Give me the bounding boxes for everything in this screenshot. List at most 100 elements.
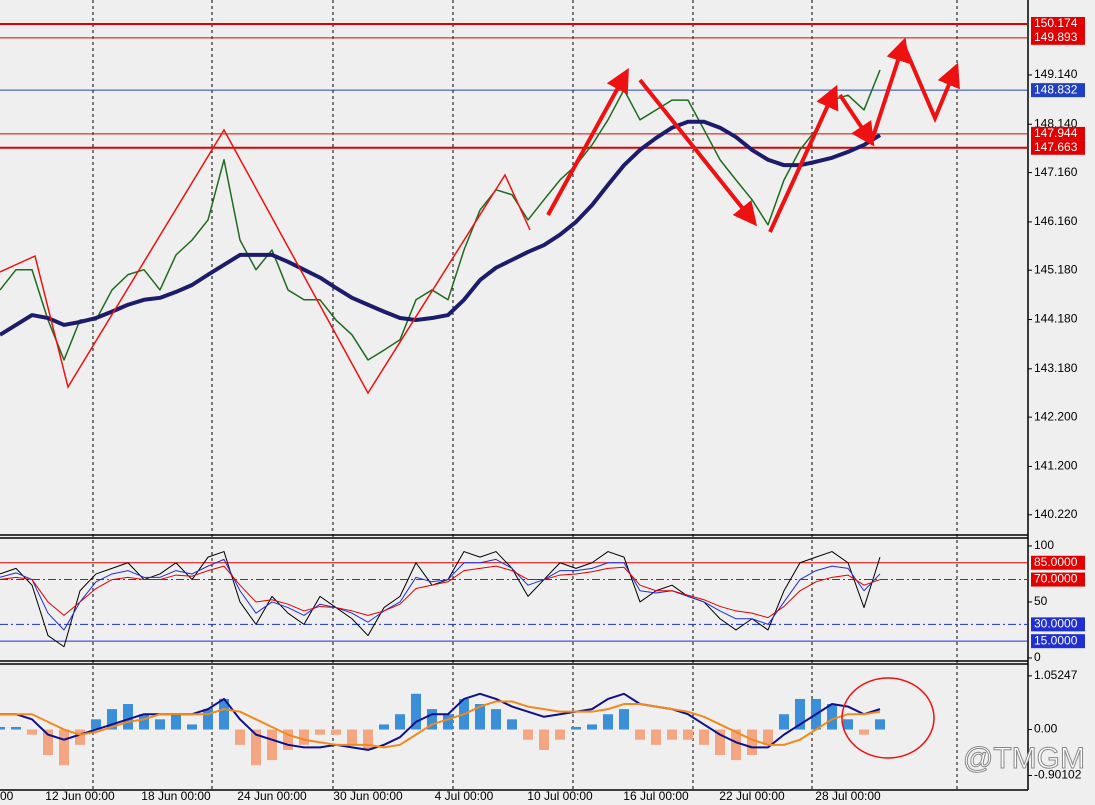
- histogram-bar: [411, 693, 421, 730]
- x-tick-label: 24 Jun 00:00: [237, 789, 307, 803]
- arrow: [546, 67, 629, 216]
- histogram-bar: [11, 726, 21, 730]
- series-line: [0, 558, 881, 631]
- histogram-bar: [283, 729, 293, 750]
- arrow: [903, 47, 960, 124]
- arrow: [870, 37, 910, 141]
- histogram-bar: [395, 714, 405, 730]
- histogram-bar: [347, 729, 357, 745]
- histogram-bar: [139, 714, 149, 730]
- series-line: [0, 551, 881, 648]
- y-tick-label: 147.160: [1034, 165, 1078, 179]
- histogram-bar: [539, 729, 549, 750]
- arrow: [838, 93, 875, 147]
- y-tick-label: 0: [1034, 650, 1041, 664]
- histogram-bar: [763, 729, 773, 745]
- level-label: 70.0000: [1034, 572, 1078, 586]
- histogram-bar: [827, 704, 837, 730]
- level-label-box: [1031, 555, 1085, 570]
- histogram-bar: [667, 729, 677, 740]
- x-tick-label: 28 Jul 00:00: [815, 789, 881, 803]
- histogram-bar: [267, 729, 277, 761]
- y-tick-label: 142.200: [1034, 409, 1078, 423]
- histogram-bar: [27, 729, 37, 735]
- histogram-bar: [587, 724, 597, 730]
- histogram-bar: [683, 729, 693, 740]
- y-tick-label: 145.180: [1034, 262, 1078, 276]
- histogram-bar: [187, 724, 197, 730]
- histogram-bar: [747, 729, 757, 756]
- histogram-bar: [779, 714, 789, 730]
- histogram-bar: [571, 726, 581, 730]
- histogram-bar: [203, 709, 213, 730]
- arrow: [638, 78, 757, 227]
- level-label: 147.663: [1034, 140, 1078, 154]
- arrow: [768, 84, 839, 233]
- y-tick-label: 141.200: [1034, 459, 1078, 473]
- histogram-bar: [91, 719, 101, 730]
- series-line: [0, 69, 881, 361]
- histogram-bar: [843, 719, 853, 730]
- y-tick-label: 0.00: [1034, 722, 1058, 736]
- annotations: [0, 37, 960, 759]
- series-line: [0, 692, 881, 751]
- series-line: [0, 565, 881, 619]
- y-tick-label: 144.180: [1034, 312, 1078, 326]
- x-tick-label: 18 Jun 00:00: [141, 789, 211, 803]
- histogram-bar: [363, 729, 373, 750]
- level-label: 149.893: [1034, 30, 1078, 44]
- level-label-box: [1031, 140, 1085, 155]
- x-tick-label: 00: [0, 789, 14, 803]
- histogram-bar: [443, 714, 453, 730]
- highlight-circle: [841, 677, 935, 759]
- x-tick-label: 16 Jul 00:00: [623, 789, 689, 803]
- y-tick-label: 100: [1034, 538, 1054, 552]
- histogram-bar: [315, 729, 325, 735]
- y-tick-label: 146.160: [1034, 214, 1078, 228]
- x-tick-label: 10 Jul 00:00: [527, 789, 593, 803]
- level-label-box: [1031, 126, 1085, 141]
- histogram-bar: [875, 719, 885, 730]
- panel-borders: [0, 0, 1029, 791]
- histogram-bar: [603, 714, 613, 730]
- level-label: 85.0000: [1034, 555, 1078, 569]
- histogram-bar: [75, 729, 85, 745]
- histogram-bar: [427, 709, 437, 730]
- histogram-bar: [795, 698, 805, 730]
- x-tick-label: 4 Jul 00:00: [435, 789, 494, 803]
- histogram-bar: [379, 724, 389, 730]
- level-label-box: [1031, 30, 1085, 45]
- watermark: @TMGM: [963, 742, 1085, 775]
- histogram-bar: [171, 714, 181, 730]
- histogram-bar: [123, 704, 133, 730]
- x-tick-label: 22 Jul 00:00: [719, 789, 785, 803]
- level-label-box: [1031, 16, 1085, 31]
- x-tick-label: 30 Jun 00:00: [333, 789, 403, 803]
- histogram-bar: [715, 729, 725, 756]
- histogram-bar: [219, 698, 229, 730]
- level-label: 147.944: [1034, 126, 1078, 140]
- level-label-box: [1031, 634, 1085, 649]
- y-tick-label: 1.05247: [1034, 668, 1078, 682]
- histogram-bar: [507, 719, 517, 730]
- histogram-bar: [59, 729, 69, 766]
- level-label: 148.832: [1034, 82, 1078, 96]
- plots: 149.140148.140147.160146.160145.180144.1…: [0, 16, 1085, 803]
- histogram-bar: [859, 729, 869, 735]
- level-label: 15.0000: [1034, 633, 1078, 647]
- histogram-bar: [299, 729, 309, 745]
- series-line: [0, 119, 882, 337]
- histogram-bar: [155, 719, 165, 730]
- histogram-bar: [251, 729, 261, 766]
- level-label: 30.0000: [1034, 617, 1078, 631]
- histogram-bar: [107, 709, 117, 730]
- histogram-bar: [491, 709, 501, 730]
- level-label-box: [1031, 572, 1085, 587]
- x-tick-label: 12 Jun 00:00: [45, 789, 115, 803]
- y-tick-label: 149.140: [1034, 67, 1078, 81]
- histogram-bar: [331, 729, 341, 735]
- level-label-box: [1031, 617, 1085, 632]
- y-tick-label: -0.90102: [1034, 768, 1082, 782]
